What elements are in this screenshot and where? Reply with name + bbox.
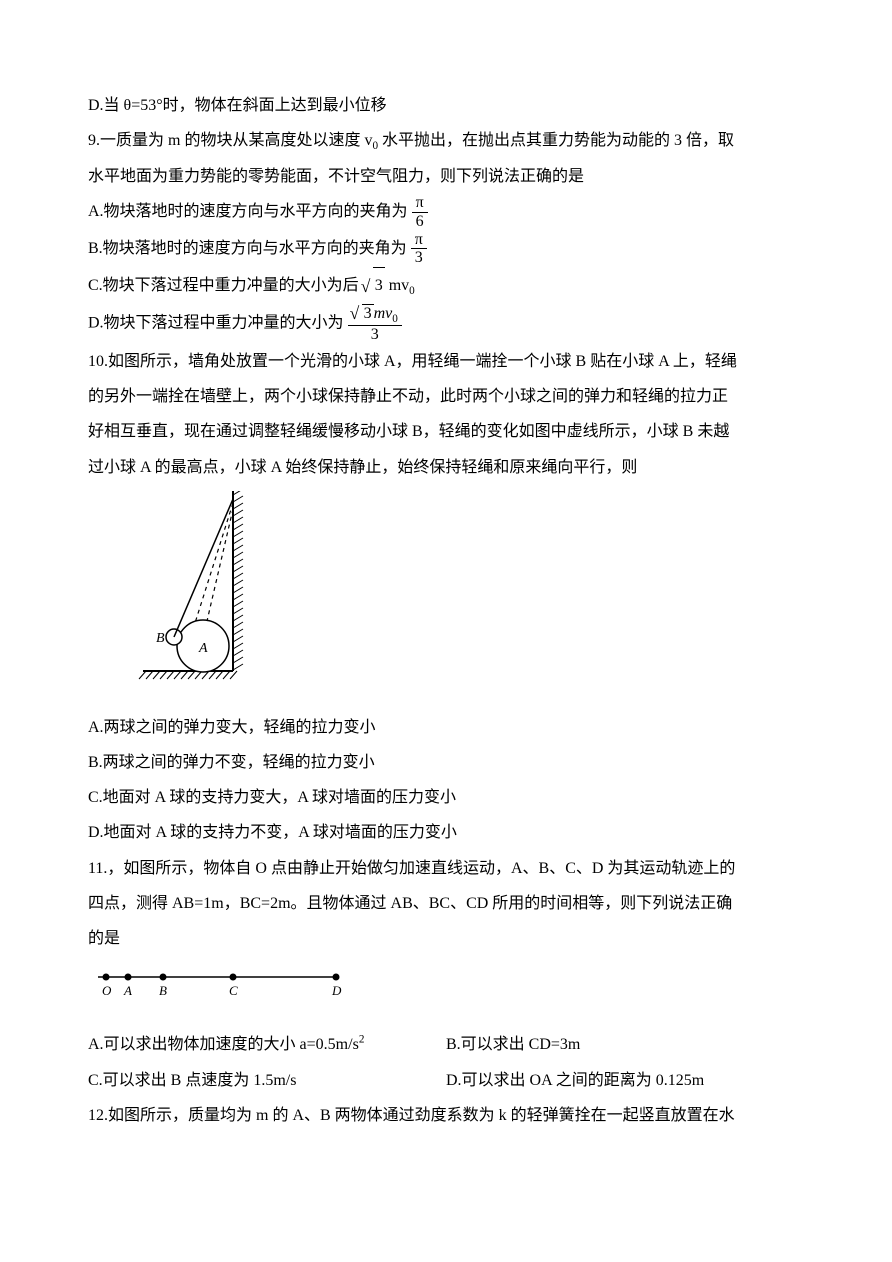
q10-option-b: B.两球之间的弹力不变，轻绳的拉力变小 xyxy=(88,745,804,780)
q10-stem-1: 10.如图所示，墙角处放置一个光滑的小球 A，用轻绳一端拴一个小球 B 贴在小球… xyxy=(88,344,804,379)
q11-stem-3: 的是 xyxy=(88,921,804,956)
mv: mv xyxy=(374,305,393,322)
text: C.物块下落过程中重力冲量的大小为后 xyxy=(88,277,359,294)
radicand: 3 xyxy=(362,304,374,323)
text: A.可以求出物体加速度的大小 a=0.5m/s xyxy=(88,1036,359,1053)
radicand: 3 xyxy=(373,267,385,303)
q9-stem-1: 9.一质量为 m 的物块从某高度处以速度 v0 水平抛出，在抛出点其重力势能为动… xyxy=(88,123,804,159)
denominator: 6 xyxy=(412,213,428,231)
q9-option-c: C.物块下落过程中重力冲量的大小为后 3 mv0 xyxy=(88,267,804,304)
frac-pi-3: π 3 xyxy=(411,231,427,267)
q11-figure: OA B C D xyxy=(88,962,804,1021)
numerator: π xyxy=(412,194,428,213)
sqrt3: 3 xyxy=(352,304,374,323)
q8-option-d: D.当 θ=53°时，物体在斜面上达到最小位移 xyxy=(88,88,804,123)
q10-option-c: C.地面对 A 球的支持力变大，A 球对墙面的压力变小 xyxy=(88,780,804,815)
text: A.物块落地时的速度方向与水平方向的夹角为 xyxy=(88,203,408,220)
q11-stem-1: 11.，如图所示，物体自 O 点由静止开始做匀加速直线运动，A、B、C、D 为其… xyxy=(88,851,804,886)
q11-option-c: C.可以求出 B 点速度为 1.5m/s xyxy=(88,1063,446,1098)
q10-svg: AB xyxy=(88,491,253,691)
sub-0: 0 xyxy=(392,313,398,325)
denominator: 3 xyxy=(411,249,427,267)
sqrt3: 3 xyxy=(363,267,385,303)
svg-text:A: A xyxy=(123,983,132,998)
q9-option-b: B.物块落地时的速度方向与水平方向的夹角为 π 3 xyxy=(88,231,804,267)
q10-stem-4: 过小球 A 的最高点，小球 A 始终保持静止，始终保持轻绳和原来绳向平行，则 xyxy=(88,450,804,485)
sup-2: 2 xyxy=(359,1034,365,1046)
text: mv xyxy=(389,277,409,294)
q11-svg: OA B C D xyxy=(88,962,348,1008)
svg-text:A: A xyxy=(198,641,208,656)
q10-option-d: D.地面对 A 球的支持力不变，A 球对墙面的压力变小 xyxy=(88,815,804,850)
q11-option-d: D.可以求出 OA 之间的距离为 0.125m xyxy=(446,1063,804,1098)
q11-stem-2: 四点，测得 AB=1m，BC=2m。且物体通过 AB、BC、CD 所用的时间相等… xyxy=(88,886,804,921)
numerator: 3mv0 xyxy=(348,304,402,327)
text: 水平抛出，在抛出点其重力势能为动能的 3 倍，取 xyxy=(378,132,734,149)
frac-sqrt3mv0-3: 3mv0 3 xyxy=(348,304,402,344)
svg-text:O: O xyxy=(102,983,112,998)
q10-stem-2: 的另外一端拴在墙壁上，两个小球保持静止不动，此时两个小球之间的弹力和轻绳的拉力正 xyxy=(88,379,804,414)
svg-text:D: D xyxy=(331,983,342,998)
q11-option-b: B.可以求出 CD=3m xyxy=(446,1027,804,1062)
text: 9.一质量为 m 的物块从某高度处以速度 v xyxy=(88,132,372,149)
q9-stem-2: 水平地面为重力势能的零势能面，不计空气阻力，则下列说法正确的是 xyxy=(88,159,804,194)
q12-stem-1: 12.如图所示，质量均为 m 的 A、B 两物体通过劲度系数为 k 的轻弹簧拴在… xyxy=(88,1098,804,1133)
denominator: 3 xyxy=(348,326,402,344)
svg-text:C: C xyxy=(229,983,238,998)
svg-text:B: B xyxy=(159,983,167,998)
q9-option-d: D.物块下落过程中重力冲量的大小为 3mv0 3 xyxy=(88,304,804,344)
svg-text:B: B xyxy=(156,631,165,646)
q10-stem-3: 好相互垂直，现在通过调整轻绳缓慢移动小球 B，轻绳的变化如图中虚线所示，小球 B… xyxy=(88,414,804,449)
frac-pi-6: π 6 xyxy=(412,194,428,230)
q11-option-a: A.可以求出物体加速度的大小 a=0.5m/s2 xyxy=(88,1027,446,1062)
text: D.物块下落过程中重力冲量的大小为 xyxy=(88,315,344,332)
text: B.物块落地时的速度方向与水平方向的夹角为 xyxy=(88,240,407,257)
numerator: π xyxy=(411,231,427,250)
q10-figure: AB xyxy=(88,491,804,704)
sub-0: 0 xyxy=(409,285,415,297)
q9-option-a: A.物块落地时的速度方向与水平方向的夹角为 π 6 xyxy=(88,194,804,230)
q10-option-a: A.两球之间的弹力变大，轻绳的拉力变小 xyxy=(88,710,804,745)
